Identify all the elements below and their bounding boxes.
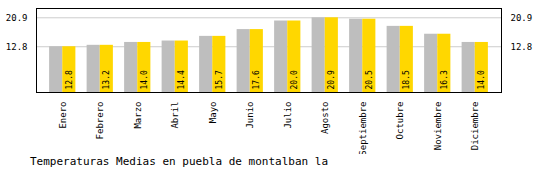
- html-text:Temperaturas Medias en puebla: Temperaturas Medias en puebla de montalb…: [30, 155, 328, 168]
- svg-text:16.3: 16.3: [440, 70, 449, 89]
- svg-text:20.9: 20.9: [511, 13, 533, 23]
- svg-text:Julio: Julio: [283, 102, 293, 129]
- svg-text:Agosto: Agosto: [320, 102, 330, 135]
- svg-text:Abril: Abril: [170, 102, 180, 129]
- svg-text:12.8: 12.8: [511, 42, 533, 52]
- svg-text:Diciembre: Diciembre: [470, 102, 480, 151]
- svg-text:17.6: 17.6: [252, 70, 261, 89]
- svg-text:18.5: 18.5: [402, 70, 411, 89]
- svg-text:Octubre: Octubre: [395, 102, 405, 140]
- svg-text:20.5: 20.5: [365, 70, 374, 89]
- svg-text:Junio: Junio: [245, 102, 255, 129]
- svg-text:Noviembre: Noviembre: [433, 102, 443, 151]
- svg-text:Mayo: Mayo: [208, 102, 218, 124]
- svg-text:14.4: 14.4: [177, 70, 186, 89]
- svg-text:13.2: 13.2: [102, 70, 111, 89]
- svg-text:20.9: 20.9: [327, 70, 336, 89]
- svg-text:Febrero: Febrero: [95, 102, 105, 140]
- svg-text:Septiembre: Septiembre: [358, 102, 368, 155]
- svg-text:14.0: 14.0: [477, 70, 486, 89]
- svg-text:20.0: 20.0: [290, 70, 299, 89]
- svg-text:Marzo: Marzo: [133, 102, 143, 129]
- svg-text:Enero: Enero: [58, 102, 68, 129]
- svg-text:15.7: 15.7: [215, 70, 224, 89]
- svg-text:12.8: 12.8: [65, 70, 74, 89]
- svg-text:12.8: 12.8: [6, 42, 28, 52]
- svg-text:20.9: 20.9: [6, 13, 28, 23]
- svg-text:14.0: 14.0: [140, 70, 149, 89]
